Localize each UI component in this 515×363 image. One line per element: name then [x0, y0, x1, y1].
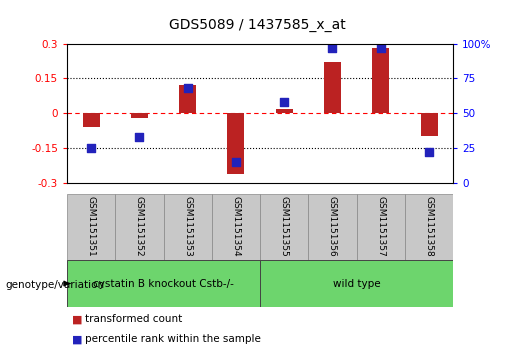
- Text: genotype/variation: genotype/variation: [5, 280, 104, 290]
- Bar: [131, 113, 148, 118]
- Bar: [308, 194, 356, 261]
- Point: [280, 99, 288, 105]
- Text: cystatin B knockout Cstb-/-: cystatin B knockout Cstb-/-: [93, 278, 234, 289]
- Bar: [179, 85, 196, 113]
- Text: GSM1151352: GSM1151352: [135, 196, 144, 257]
- Bar: [67, 194, 115, 261]
- Point: [425, 150, 433, 155]
- Point: [135, 134, 144, 140]
- Bar: [260, 194, 308, 261]
- Bar: [324, 62, 341, 113]
- Bar: [82, 113, 99, 127]
- Point: [183, 85, 192, 91]
- Bar: [276, 109, 293, 113]
- Text: wild type: wild type: [333, 278, 381, 289]
- Text: GSM1151354: GSM1151354: [231, 196, 241, 257]
- Text: GSM1151355: GSM1151355: [280, 196, 289, 257]
- Text: GSM1151357: GSM1151357: [376, 196, 385, 257]
- Bar: [115, 194, 163, 261]
- Bar: [163, 194, 212, 261]
- Text: GDS5089 / 1437585_x_at: GDS5089 / 1437585_x_at: [169, 19, 346, 32]
- Text: GSM1151353: GSM1151353: [183, 196, 192, 257]
- Text: transformed count: transformed count: [85, 314, 182, 325]
- Bar: [260, 260, 453, 307]
- Text: ■: ■: [72, 334, 82, 344]
- Point: [376, 45, 385, 51]
- Bar: [67, 260, 260, 307]
- Text: GSM1151358: GSM1151358: [424, 196, 434, 257]
- Bar: [421, 113, 438, 136]
- Point: [87, 145, 95, 151]
- Bar: [372, 48, 389, 113]
- Point: [329, 45, 337, 51]
- Bar: [212, 194, 260, 261]
- Text: percentile rank within the sample: percentile rank within the sample: [85, 334, 261, 344]
- Text: GSM1151356: GSM1151356: [328, 196, 337, 257]
- Bar: [356, 194, 405, 261]
- Point: [232, 159, 240, 165]
- Bar: [228, 113, 245, 174]
- Text: GSM1151351: GSM1151351: [87, 196, 96, 257]
- Text: ■: ■: [72, 314, 82, 325]
- Bar: [405, 194, 453, 261]
